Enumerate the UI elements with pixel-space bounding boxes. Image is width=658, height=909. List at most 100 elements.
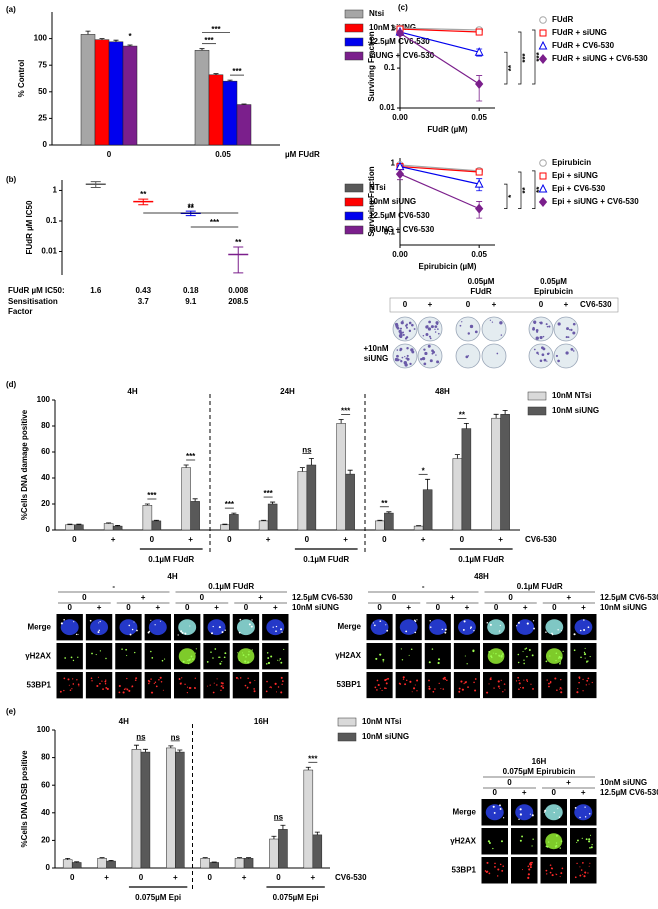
legend-swatch — [337, 732, 357, 742]
focus — [414, 631, 417, 634]
micrograph — [424, 672, 451, 699]
error-bar — [493, 413, 499, 419]
legend-swatch — [344, 225, 364, 235]
focus — [59, 690, 62, 693]
bar — [375, 520, 385, 531]
focus — [385, 624, 387, 626]
error-bar — [127, 44, 133, 47]
focus — [533, 627, 535, 630]
column-header: + — [258, 593, 263, 602]
error-bar — [99, 38, 105, 40]
micrograph — [540, 857, 567, 884]
focus — [545, 845, 548, 848]
micrograph — [512, 643, 539, 670]
focus — [401, 659, 404, 661]
focus — [410, 648, 413, 651]
focus — [526, 622, 529, 625]
focus — [76, 679, 78, 681]
colony — [429, 359, 433, 363]
column-header: 0 — [377, 603, 382, 612]
focus — [559, 661, 562, 663]
focus — [492, 652, 494, 654]
significance-bracket — [532, 29, 536, 85]
focus — [150, 678, 152, 680]
focus — [588, 840, 591, 843]
series-line — [399, 164, 480, 172]
focus — [577, 688, 579, 690]
focus — [584, 871, 587, 874]
focus — [118, 691, 121, 694]
focus — [461, 688, 464, 691]
focus — [580, 656, 582, 659]
focus — [493, 687, 495, 689]
level-label: 10nM siUNG — [292, 603, 339, 612]
legend-marker — [539, 29, 547, 37]
level-label: 10nM siUNG — [600, 778, 647, 787]
error-bar — [213, 73, 219, 75]
bar — [108, 41, 124, 146]
y-tick-label: 20 — [41, 836, 50, 845]
legend-swatch — [527, 406, 547, 416]
x-tick-label: + — [104, 873, 109, 882]
focus — [499, 863, 502, 866]
significance-label: *** — [147, 491, 157, 500]
focus — [494, 862, 496, 865]
series-line — [399, 28, 480, 33]
focus — [212, 625, 214, 628]
focus — [519, 839, 522, 842]
focus — [500, 840, 503, 843]
bar — [222, 80, 238, 146]
focus — [573, 649, 576, 652]
focus — [586, 660, 588, 663]
error-bar — [183, 464, 189, 468]
focus — [462, 628, 465, 631]
focus — [492, 805, 495, 808]
focus — [150, 619, 152, 621]
significance-label: ns — [302, 446, 312, 455]
column-header: + — [523, 603, 528, 612]
significance-label: ns — [274, 812, 284, 821]
colony — [536, 351, 539, 355]
focus — [579, 629, 582, 632]
focus — [432, 690, 435, 693]
colony — [546, 325, 549, 328]
focus — [584, 806, 586, 808]
time-label: 4H — [119, 717, 129, 726]
bar — [71, 862, 82, 869]
nucleus — [90, 619, 109, 636]
legend-marker — [538, 54, 548, 64]
significance-label: ** — [235, 238, 242, 247]
focus — [488, 683, 490, 685]
micrograph — [262, 672, 289, 699]
focus — [153, 682, 155, 685]
focus — [584, 816, 587, 818]
colony — [500, 334, 503, 336]
column-header: 0 — [507, 778, 512, 787]
column-header: 0 — [126, 603, 131, 612]
series-line — [399, 32, 480, 85]
focus — [181, 677, 183, 679]
focus — [188, 658, 191, 661]
colony — [541, 346, 544, 350]
focus — [254, 679, 256, 681]
focus — [578, 681, 580, 684]
colony — [408, 321, 412, 325]
error-bar — [237, 857, 243, 859]
focus — [488, 872, 491, 875]
colony — [539, 335, 543, 340]
focus — [442, 677, 445, 680]
focus — [527, 873, 530, 876]
focus — [63, 618, 65, 621]
legend-swatch — [344, 51, 364, 61]
colony — [532, 326, 535, 330]
focus — [104, 680, 107, 683]
colony — [491, 321, 494, 323]
focus — [549, 864, 552, 866]
significance-label: *** — [211, 25, 221, 34]
y-axis-label: Surviving Fraction — [367, 31, 376, 101]
focus — [222, 685, 224, 687]
focus — [131, 628, 134, 631]
micrograph — [570, 857, 597, 884]
micrograph — [56, 643, 83, 670]
focus — [160, 681, 163, 683]
